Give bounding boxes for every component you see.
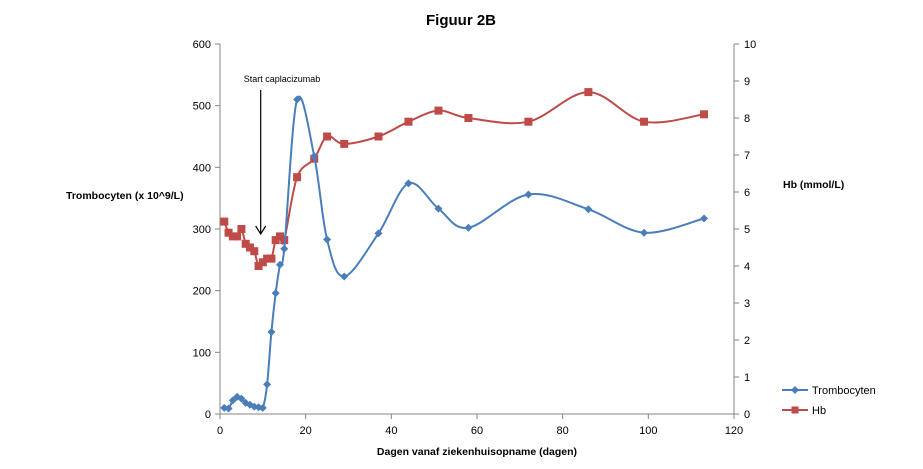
- x-axis-label: Dagen vanaf ziekenhuisopname (dagen): [377, 446, 577, 458]
- data-point-hb: [275, 232, 284, 241]
- data-point-trombocyten: [374, 229, 383, 238]
- legend-label-hb: Hb: [812, 405, 826, 417]
- y-right-ticks: 0 1 2 3 4 5 6 7 8 9 10: [734, 39, 756, 421]
- y-left-tick-label: 300: [193, 224, 211, 236]
- data-point-hb: [254, 262, 263, 270]
- y-right-tick-label: 8: [744, 113, 750, 125]
- y-left-ticks: 0 100 200 300 400 500 600: [193, 39, 220, 421]
- data-point-trombocyten: [524, 190, 533, 199]
- x-tick-label: 120: [725, 425, 743, 437]
- y-right-tick-label: 1: [744, 372, 750, 384]
- data-point-hb: [434, 106, 443, 115]
- data-point-trombocyten: [237, 394, 246, 403]
- data-point-hb: [640, 117, 649, 126]
- y-left-tick-label: 500: [193, 101, 211, 113]
- data-point-hb: [241, 239, 250, 248]
- legend: Trombocyten Hb: [782, 385, 876, 417]
- y-right-tick-label: 10: [744, 39, 756, 51]
- data-point-hb: [245, 243, 254, 252]
- data-point-trombocyten: [404, 179, 413, 188]
- series-hb: [220, 88, 709, 270]
- data-point-trombocyten: [263, 380, 272, 389]
- y-left-tick-label: 400: [193, 162, 211, 174]
- data-point-hb: [271, 236, 280, 245]
- x-tick-label: 20: [300, 425, 312, 437]
- data-point-trombocyten: [340, 272, 349, 281]
- y-left-tick-label: 0: [205, 409, 211, 421]
- y-left-tick-label: 100: [193, 347, 211, 359]
- data-point-hb: [237, 225, 246, 233]
- legend-item-hb: Hb: [782, 405, 826, 417]
- data-point-hb: [700, 110, 709, 119]
- x-tick-label: 40: [385, 425, 397, 437]
- x-tick-label: 100: [639, 425, 657, 437]
- series-line-trombocyten: [223, 95, 705, 411]
- series-layer: [220, 88, 709, 413]
- y-right-tick-label: 9: [744, 76, 750, 88]
- x-tick-label: 0: [217, 425, 223, 437]
- data-point-hb: [228, 232, 237, 241]
- data-point-trombocyten: [271, 289, 280, 298]
- data-point-hb: [323, 132, 332, 141]
- y-left-axis-label: Trombocyten (x 10^9/L): [66, 190, 184, 202]
- annotation-arrow-head: [255, 225, 267, 236]
- y-left-tick-label: 600: [193, 39, 211, 51]
- data-point-trombocyten: [700, 214, 709, 223]
- x-tick-label: 60: [471, 425, 483, 437]
- data-point-trombocyten: [224, 404, 233, 413]
- data-point-hb: [224, 228, 233, 237]
- data-point-trombocyten: [258, 403, 267, 412]
- legend-marker-hb: [791, 406, 799, 414]
- data-point-trombocyten: [267, 327, 276, 336]
- data-point-trombocyten: [323, 235, 332, 244]
- data-point-hb: [220, 217, 229, 226]
- x-tick-label: 80: [557, 425, 569, 437]
- data-point-trombocyten: [434, 204, 443, 213]
- data-point-hb: [524, 117, 533, 126]
- data-point-hb: [263, 254, 272, 263]
- data-point-hb: [464, 114, 473, 122]
- data-point-hb: [293, 173, 302, 182]
- series-trombocyten: [220, 95, 709, 413]
- y-right-tick-label: 5: [744, 224, 750, 236]
- chart-title: Figuur 2B: [426, 12, 496, 29]
- data-point-trombocyten: [640, 228, 649, 237]
- y-right-tick-label: 0: [744, 409, 750, 421]
- data-point-hb: [233, 232, 242, 241]
- legend-marker-trombocyten: [791, 386, 799, 394]
- data-point-hb: [584, 88, 593, 97]
- y-right-tick-label: 3: [744, 298, 750, 310]
- legend-item-trombocyten: Trombocyten: [782, 385, 876, 397]
- data-point-trombocyten: [293, 95, 302, 104]
- data-point-trombocyten: [584, 205, 593, 214]
- data-point-hb: [340, 139, 349, 148]
- data-point-trombocyten: [464, 223, 473, 232]
- data-point-trombocyten: [310, 152, 319, 161]
- data-point-hb: [374, 132, 383, 141]
- legend-label-trombocyten: Trombocyten: [812, 385, 876, 397]
- y-right-tick-label: 7: [744, 150, 750, 162]
- y-right-tick-label: 6: [744, 187, 750, 199]
- y-right-axis-label: Hb (mmol/L): [783, 179, 844, 191]
- data-point-hb: [404, 117, 413, 126]
- annotation-label: Start caplacizumab: [244, 74, 321, 84]
- y-right-tick-label: 2: [744, 335, 750, 347]
- data-point-hb: [267, 254, 276, 263]
- x-ticks: 0 20 40 60 80 100 120: [217, 414, 743, 437]
- data-point-trombocyten: [275, 260, 284, 269]
- y-right-tick-label: 4: [744, 261, 750, 273]
- annotation: Start caplacizumab: [244, 74, 321, 236]
- y-left-tick-label: 200: [193, 286, 211, 298]
- data-point-trombocyten: [280, 244, 289, 253]
- data-point-hb: [258, 258, 267, 267]
- data-point-hb: [250, 247, 259, 256]
